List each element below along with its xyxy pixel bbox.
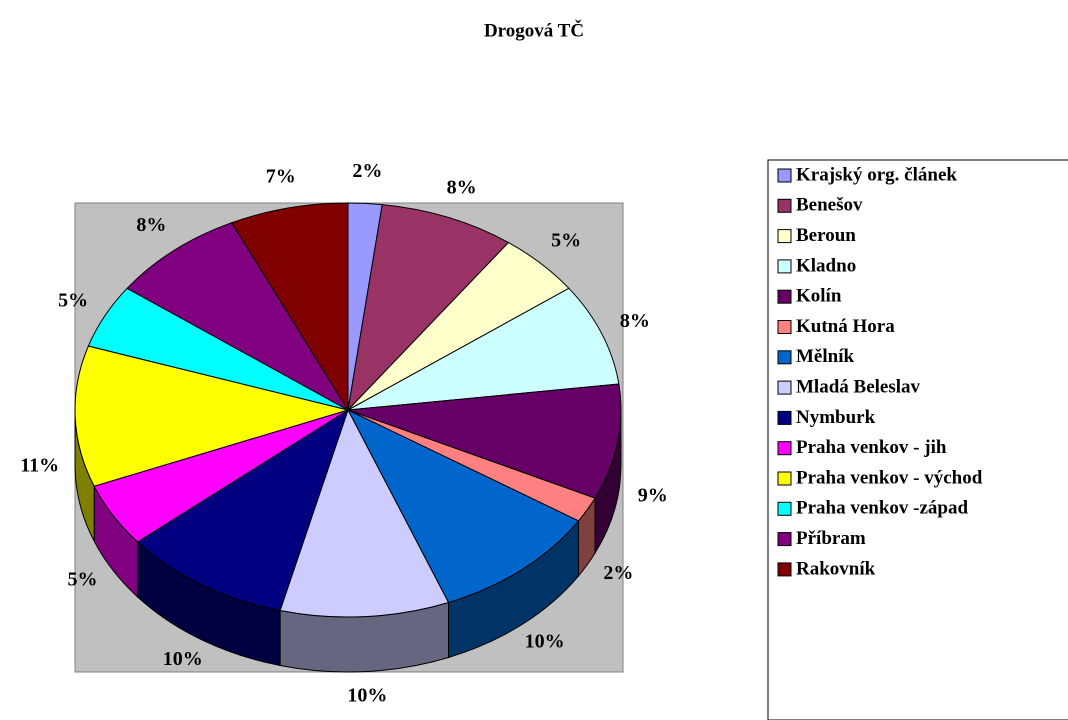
legend-swatch: [777, 562, 792, 577]
legend-swatch: [777, 289, 792, 304]
slice: [346, 408, 580, 604]
pie-tops: [74, 202, 622, 618]
legend-swatch: [777, 471, 792, 486]
data-label: 10%: [163, 648, 203, 670]
data-label: 8%: [447, 176, 477, 198]
slice: [347, 287, 620, 411]
legend-label: Praha venkov - jih: [796, 437, 947, 458]
legend-swatch: [777, 501, 792, 516]
legend-swatch: [777, 320, 792, 334]
legend-label: Mladá Beleslav: [796, 376, 921, 397]
data-labels: 2% 8% 5% 8% 9% 2% 10% 10% 10% 5% 11% 5% 8% 7%: [20, 160, 667, 707]
data-label: 5%: [551, 229, 581, 251]
data-label: 5%: [67, 568, 97, 590]
slice: [136, 408, 349, 612]
data-label: 8%: [136, 214, 166, 236]
slice: [347, 383, 622, 499]
chart-title: Drogová TČ: [484, 19, 584, 41]
data-label: 7%: [266, 165, 296, 187]
data-label: 10%: [525, 631, 565, 653]
data-label: 2%: [603, 562, 633, 584]
slice: [126, 222, 350, 412]
slice: [347, 204, 510, 412]
legend-label: Příbram: [796, 528, 866, 549]
legend-swatch: [777, 410, 792, 425]
legend-swatch: [777, 229, 792, 244]
data-label: 2%: [352, 160, 382, 182]
legend-swatch: [777, 441, 792, 456]
legend-items: Krajský org. článek Benešov Beroun Kladno Ko…: [777, 164, 983, 579]
data-label: 5%: [58, 290, 88, 312]
legend-label: Praha venkov -západ: [796, 498, 969, 519]
slice: [74, 345, 350, 487]
legend-label: Kutná Hora: [796, 316, 895, 337]
legend-swatch: [777, 350, 792, 365]
legend-label: Kolín: [796, 286, 842, 307]
legend-swatch: [777, 168, 792, 183]
legend-swatch: [777, 198, 792, 213]
legend-label: Krajský org. článek: [796, 164, 957, 185]
legend-label: Praha venkov - východ: [796, 467, 983, 488]
legend-label: Benešov: [796, 195, 863, 216]
data-label: 10%: [347, 685, 387, 707]
legend: [767, 159, 1068, 720]
legend-label: Rakovník: [796, 558, 876, 579]
data-label: 8%: [620, 310, 650, 332]
legend-label: Kladno: [796, 255, 856, 276]
data-label: 11%: [20, 455, 59, 477]
slice: [231, 202, 349, 412]
legend-label: Mělník: [796, 346, 854, 367]
legend-swatch: [777, 380, 792, 395]
slice: [279, 408, 450, 618]
data-label: 9%: [638, 484, 668, 506]
legend-label: Nymburk: [796, 407, 876, 428]
legend-swatch: [777, 259, 792, 274]
legend-label: Beroun: [796, 225, 856, 246]
legend-swatch: [777, 532, 792, 547]
